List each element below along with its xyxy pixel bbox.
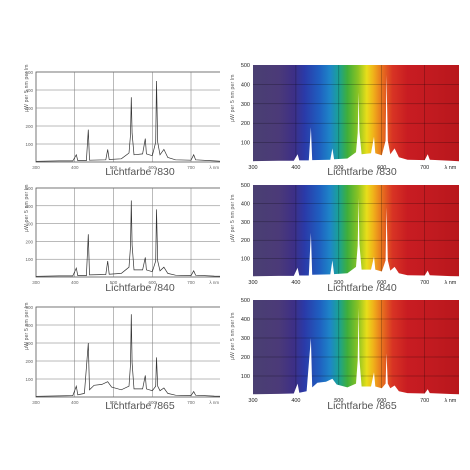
chart-840-spectrum: 100 200 300 400 500 300 400 500 600 700 λ nm µW pe… bbox=[222, 180, 462, 305]
y-tick-label: 200 bbox=[241, 121, 250, 127]
x-tick-label: 700 bbox=[420, 165, 429, 171]
chart-830-plain-svg: 100 200 300 400 500 300 400 500 600 700 λ nm bbox=[25, 70, 223, 170]
x-tick-label: 700 bbox=[187, 280, 195, 285]
x-tick-label: 600 bbox=[148, 165, 156, 170]
x-tick-label: 500 bbox=[334, 280, 343, 286]
x-tick-label: 600 bbox=[148, 280, 156, 285]
y-tick-label: 500 bbox=[241, 298, 250, 304]
chart-865-spectrum: 100 200 300 400 500 300 400 500 600 700 λ nm µW pe… bbox=[222, 295, 462, 420]
x-tick-label: 400 bbox=[291, 398, 300, 404]
spectrum-background bbox=[253, 65, 459, 162]
plot-frame bbox=[35, 187, 223, 278]
x-tick-label: 400 bbox=[291, 280, 300, 286]
x-tick-label: 700 bbox=[187, 400, 195, 405]
x-tick-label: 300 bbox=[32, 165, 40, 170]
y-tick-label: 100 bbox=[25, 377, 33, 382]
y-tick-label: 200 bbox=[25, 239, 33, 244]
series-line bbox=[35, 80, 223, 162]
y-tick-label: 300 bbox=[241, 336, 250, 342]
x-tick-label: 300 bbox=[32, 280, 40, 285]
chart-840-spectrum-ylabel: µW per 5 nm per lm bbox=[230, 194, 236, 242]
x-tick-label: 500 bbox=[110, 280, 118, 285]
y-tick-label: 100 bbox=[25, 142, 33, 147]
spectrum-background bbox=[253, 185, 459, 277]
x-unit-label: λ nm bbox=[209, 400, 219, 405]
x-tick-label: 600 bbox=[377, 398, 386, 404]
x-tick-label: 700 bbox=[420, 398, 429, 404]
x-tick-label: 500 bbox=[110, 400, 118, 405]
y-tick-label: 400 bbox=[25, 323, 33, 328]
chart-865-plain-ylabel: µW per 5 nm per lm bbox=[24, 302, 30, 350]
chart-830-spectrum-svg: 100 200 300 400 500 300 400 500 600 700 λ nm bbox=[241, 63, 459, 171]
x-unit-label: λ nm bbox=[209, 165, 219, 170]
y-tick-label: 100 bbox=[241, 257, 250, 263]
chart-830-spectrum-caption: Lichtfarbe /830 bbox=[327, 166, 397, 178]
y-tick-label: 100 bbox=[25, 257, 33, 262]
y-tick-label: 500 bbox=[25, 70, 33, 75]
x-tick-label: 600 bbox=[148, 400, 156, 405]
y-tick-label: 300 bbox=[241, 102, 250, 108]
chart-840-spectrum-caption: Lichtfarbe /840 bbox=[327, 282, 397, 294]
x-tick-label: 500 bbox=[110, 165, 118, 170]
chart-865-plain-svg: 100 200 300 400 500 300 400 500 600 700 λ nm bbox=[25, 305, 223, 405]
x-tick-label: 300 bbox=[248, 398, 257, 404]
series-line bbox=[35, 200, 223, 277]
chart-830-plain-ylabel: µW per 5 nm per lm bbox=[24, 64, 30, 112]
spectrum-background bbox=[253, 300, 459, 395]
chart-830-plain: 100 200 300 400 500 300 400 500 600 700 λ nm µW pe… bbox=[10, 60, 223, 185]
y-tick-label: 300 bbox=[25, 106, 33, 111]
y-tick-label: 300 bbox=[241, 220, 250, 226]
chart-840-plain: 100 200 300 400 500 300 400 500 600 700 λ nm µW pe… bbox=[10, 180, 223, 305]
chart-840-spectrum-svg: 100 200 300 400 500 300 400 500 600 700 λ nm bbox=[241, 183, 459, 286]
x-tick-label: 300 bbox=[248, 165, 257, 171]
chart-840-plain-svg: 100 200 300 400 500 300 400 500 600 700 λ nm bbox=[25, 186, 223, 285]
y-tick-label: 200 bbox=[241, 355, 250, 361]
x-tick-label: 400 bbox=[71, 280, 79, 285]
y-tick-label: 200 bbox=[25, 124, 33, 129]
y-tick-label: 100 bbox=[241, 374, 250, 380]
x-tick-label: 400 bbox=[71, 400, 79, 405]
y-tick-label: 400 bbox=[241, 82, 250, 88]
x-tick-label: 300 bbox=[32, 400, 40, 405]
x-tick-label: 500 bbox=[334, 398, 343, 404]
x-unit-label: λ nm bbox=[444, 280, 456, 286]
x-tick-label: 400 bbox=[291, 165, 300, 171]
y-tick-label: 400 bbox=[241, 201, 250, 207]
chart-865-spectrum-svg: 100 200 300 400 500 300 400 500 600 700 λ nm bbox=[241, 298, 459, 404]
y-tick-label: 400 bbox=[25, 88, 33, 93]
chart-830-spectrum: 100 200 300 400 500 300 400 500 600 700 λ nm µW pe… bbox=[222, 60, 462, 185]
y-tick-label: 400 bbox=[241, 317, 250, 323]
plot-frame bbox=[35, 71, 223, 163]
x-unit-label: λ nm bbox=[444, 165, 456, 171]
chart-865-plain: 100 200 300 400 500 300 400 500 600 700 λ nm µW pe… bbox=[10, 295, 223, 420]
x-tick-label: 500 bbox=[334, 165, 343, 171]
chart-840-plain-ylabel: µW per 5 nm per lm bbox=[24, 184, 30, 232]
x-tick-label: 400 bbox=[71, 165, 79, 170]
y-tick-label: 200 bbox=[241, 238, 250, 244]
chart-830-plain-caption: Lichtfarbe /830 bbox=[105, 166, 175, 178]
chart-865-spectrum-ylabel: µW per 5 nm per lm bbox=[230, 312, 236, 360]
chart-840-plain-caption: Lichtfarbe /840 bbox=[105, 282, 175, 294]
y-tick-label: 500 bbox=[25, 186, 33, 191]
y-tick-label: 400 bbox=[25, 204, 33, 209]
chart-865-plain-caption: Lichtfarbe /865 bbox=[105, 400, 175, 412]
x-unit-label: λ nm bbox=[209, 280, 219, 285]
x-tick-label: 700 bbox=[420, 280, 429, 286]
plot-frame bbox=[35, 306, 223, 398]
chart-830-spectrum-ylabel: µW per 5 nm per lm bbox=[230, 74, 236, 122]
y-tick-label: 300 bbox=[25, 341, 33, 346]
y-tick-label: 100 bbox=[241, 141, 250, 147]
y-tick-label: 500 bbox=[25, 305, 33, 310]
x-tick-label: 700 bbox=[187, 165, 195, 170]
x-tick-label: 600 bbox=[377, 280, 386, 286]
y-tick-label: 500 bbox=[241, 63, 250, 69]
chart-865-spectrum-caption: Lichtfarbe /865 bbox=[327, 400, 397, 412]
x-tick-label: 600 bbox=[377, 165, 386, 171]
x-tick-label: 300 bbox=[248, 280, 257, 286]
y-tick-label: 500 bbox=[241, 183, 250, 189]
x-unit-label: λ nm bbox=[444, 398, 456, 404]
y-tick-label: 300 bbox=[25, 222, 33, 227]
series-line bbox=[35, 314, 223, 397]
y-tick-label: 200 bbox=[25, 359, 33, 364]
